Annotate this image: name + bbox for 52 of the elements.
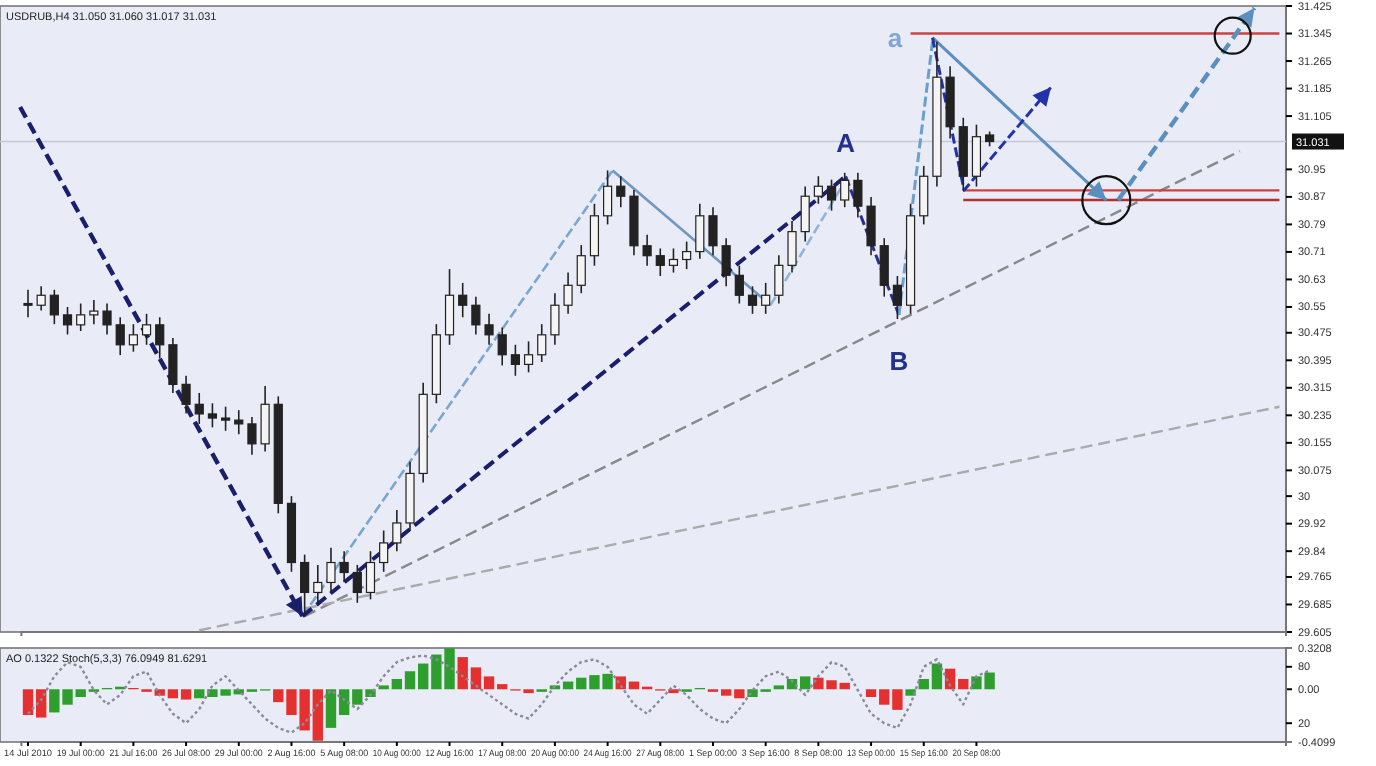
annotation: B (889, 345, 909, 376)
candlestick (220, 405, 231, 432)
candlestick (155, 316, 165, 360)
candlestick (458, 282, 468, 319)
candlestick (774, 254, 784, 305)
candlestick (510, 344, 520, 377)
candlestick (826, 178, 837, 212)
candlestick (682, 240, 692, 270)
candlestick (655, 247, 665, 277)
candlestick (747, 285, 758, 315)
candlestick (352, 564, 362, 604)
candlestick (128, 323, 138, 353)
candlestick (840, 172, 850, 209)
candlestick (207, 402, 218, 429)
candlestick (800, 185, 810, 243)
candlestick (497, 326, 507, 367)
candlestick (919, 165, 929, 226)
candlestick (879, 237, 889, 298)
candlestick (761, 282, 771, 315)
candlestick (23, 288, 33, 319)
candlestick (62, 306, 73, 336)
candlestick (313, 564, 323, 604)
annotation: a (887, 22, 904, 53)
candlestick (616, 175, 626, 209)
candlestick (365, 550, 376, 601)
candlestick (76, 302, 86, 332)
candlestick (379, 529, 389, 573)
candlestick (141, 313, 152, 346)
candlestick (971, 123, 982, 188)
candlestick (589, 202, 600, 267)
candlestick (115, 316, 125, 356)
candlestick (813, 175, 823, 205)
candlestick (787, 220, 797, 274)
candlestick (234, 409, 244, 436)
candlestick (695, 202, 705, 260)
candlestick (300, 553, 310, 617)
candlestick (892, 275, 902, 320)
line-series (26, 654, 991, 734)
candlestick (734, 264, 744, 305)
candlestick (523, 340, 534, 374)
candlestick (668, 247, 679, 274)
candlestick (576, 244, 586, 294)
candlestick (194, 392, 204, 425)
candlestick (49, 288, 59, 325)
candlestick (708, 206, 718, 257)
candlestick (36, 285, 46, 312)
candlestick (537, 323, 547, 363)
candlestick (603, 169, 613, 226)
annotation: A (836, 127, 857, 158)
candlestick (444, 268, 455, 346)
candlestick (721, 237, 731, 288)
candlestick (392, 509, 402, 552)
